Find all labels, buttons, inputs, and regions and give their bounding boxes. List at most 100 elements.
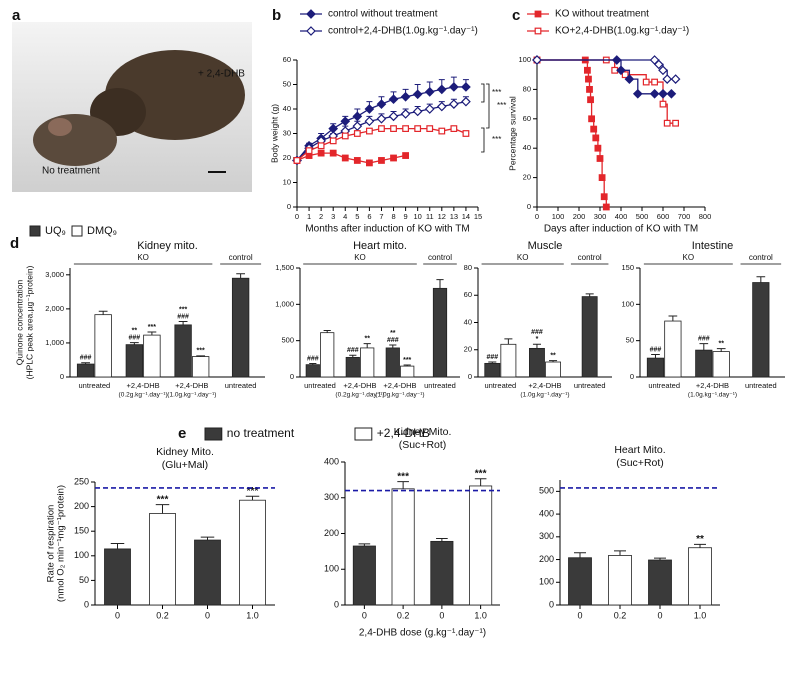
y-tick-label: 150 (621, 263, 634, 272)
bar (581, 296, 598, 378)
chart-title: Muscle (528, 240, 563, 252)
data-point (596, 155, 604, 162)
significance-label: ** (718, 341, 724, 348)
data-point (462, 130, 470, 137)
error-bar (389, 344, 397, 348)
data-point (642, 78, 650, 86)
data-point (659, 100, 667, 108)
error-bar (147, 331, 157, 336)
x-tick-note: (0.2g.kg⁻¹.day⁻¹) (335, 392, 384, 399)
y-tick-label: 0 (287, 202, 291, 211)
x-tick-label: 600 (657, 212, 670, 221)
y-tick-label: 500 (281, 336, 294, 345)
data-point (402, 125, 409, 133)
x-tick-label: untreated (304, 381, 336, 390)
error-bar (349, 354, 357, 358)
data-point (366, 159, 373, 167)
data-point (587, 96, 594, 104)
group-label: KO (683, 253, 695, 262)
legend-swatch (29, 225, 41, 237)
y-tick-label: 200 (74, 501, 89, 511)
significance-label: * (536, 336, 539, 343)
group-label: control (428, 253, 452, 262)
annotation: *** (492, 135, 501, 144)
y-tick-label: 80 (523, 84, 531, 93)
legend-marker (306, 26, 316, 36)
y-tick-label: 0 (527, 202, 531, 211)
legend-marker (534, 27, 542, 35)
bar (695, 349, 713, 378)
x-tick-note: (1.0g.kg⁻¹.day⁻¹) (167, 392, 216, 399)
data-point (590, 125, 598, 133)
y-tick-label: 150 (74, 526, 89, 536)
data-point (340, 116, 351, 127)
y-tick-label: 2,000 (45, 304, 64, 313)
data-point (588, 115, 595, 123)
x-tick-label: untreated (574, 381, 606, 390)
y-tick-label: 60 (464, 290, 472, 299)
significance-label: ### (698, 335, 710, 342)
x-tick-label: untreated (648, 381, 680, 390)
bar (391, 488, 415, 606)
x-tick-label: 9 (404, 212, 408, 221)
x-tick-label: 8 (391, 212, 395, 221)
x-tick-label: 0.2 (156, 610, 169, 620)
error-bar (110, 543, 125, 549)
legend-label: KO+2,4-DHB(1.0g.kg⁻¹.day⁻¹) (555, 26, 689, 37)
x-tick-label: 0 (115, 610, 120, 620)
significance-label: *** (157, 494, 169, 505)
data-point (598, 174, 606, 182)
photo: + 2,4-DHB No treatment (12, 22, 252, 192)
chart-title: Heart Mito. (614, 444, 665, 456)
error-bar (363, 343, 371, 348)
x-tick-note: (1.0g.kg⁻¹.day⁻¹) (375, 392, 424, 399)
data-point (412, 106, 423, 117)
x-tick-label: 5 (355, 212, 359, 221)
data-point (364, 104, 375, 114)
data-point (329, 137, 337, 145)
data-point (672, 119, 679, 127)
x-axis-label: 2,4-DHB dose (g.kg⁻¹.day⁻¹) (359, 628, 486, 639)
bracket (481, 127, 485, 153)
photo-label: + 2,4-DHB (198, 69, 245, 80)
chart-title: Intestine (692, 240, 734, 252)
data-point (426, 125, 434, 133)
y-tick-label: 0 (630, 372, 634, 381)
significance-label: *** (397, 471, 409, 482)
group-label: control (578, 253, 602, 262)
data-point (353, 130, 361, 137)
y-tick-label: 100 (324, 564, 339, 574)
data-point (436, 84, 447, 95)
chart-title: Kidney mito. (137, 240, 198, 252)
y-tick-label: 40 (523, 143, 531, 152)
error-bar (309, 363, 317, 365)
error-bar (549, 360, 558, 363)
x-tick-label: 3 (331, 212, 335, 221)
data-point (438, 127, 446, 135)
y-tick-label: 200 (324, 528, 339, 538)
significance-label: ### (531, 329, 543, 336)
data-point (592, 134, 600, 142)
significance-label: *** (403, 357, 411, 364)
y-tick-label: 100 (539, 577, 554, 587)
data-point (352, 111, 363, 122)
mouse-untreated (33, 114, 117, 166)
significance-label: ### (486, 354, 498, 361)
data-point (341, 154, 349, 162)
y-tick-label: 50 (626, 336, 634, 345)
error-bar (178, 320, 188, 325)
x-tick-label: 0 (439, 610, 444, 620)
bar (500, 343, 517, 378)
y-tick-label: 50 (79, 575, 89, 585)
y-tick-label: 100 (621, 299, 634, 308)
error-bar (699, 343, 709, 351)
x-axis-label: Days after induction of KO with TM (544, 224, 698, 235)
chart-title: (Glu+Mal) (162, 459, 208, 471)
x-tick-label: 0 (205, 610, 210, 620)
data-point (388, 111, 399, 122)
data-point (412, 89, 423, 100)
error-bar (323, 329, 331, 333)
x-tick-label: 100 (552, 212, 565, 221)
y-tick-label: 400 (539, 508, 554, 518)
